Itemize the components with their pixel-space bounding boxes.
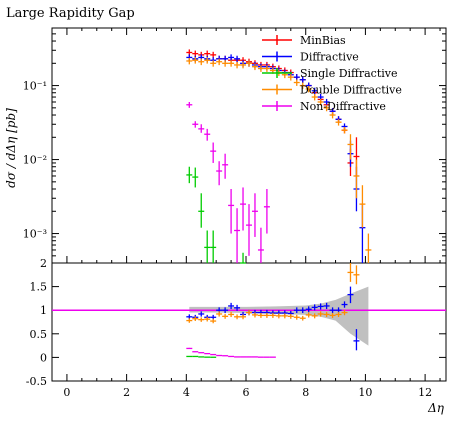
- data-point: [216, 161, 222, 185]
- data-point: [258, 313, 264, 318]
- data-point: [222, 154, 228, 179]
- ratio-series-single-diffractive: [186, 356, 216, 357]
- legend-label: Double Diffractive: [300, 84, 402, 97]
- ratio-axis-ticks: -0.5 0 0.5 1 1.5 2 0 2 4 6 8 10 12: [26, 257, 446, 399]
- data-point: [222, 314, 228, 319]
- y-tick-label: 10⁻²: [23, 154, 47, 167]
- data-point: [210, 230, 216, 263]
- data-point: [246, 204, 252, 256]
- x-tick-label: 0: [63, 386, 70, 399]
- legend-label: MinBias: [300, 34, 346, 47]
- data-point: [336, 119, 342, 125]
- data-point: [198, 352, 204, 353]
- main-axis-ticks: 10⁻¹ 10⁻² 10⁻³: [23, 28, 446, 263]
- data-point: [186, 58, 192, 64]
- legend-item-non-diffractive: Non-Diffractive: [262, 100, 386, 113]
- data-point: [348, 263, 354, 282]
- data-point: [240, 314, 246, 319]
- main-data-points: [186, 49, 371, 263]
- data-point: [264, 189, 270, 234]
- data-point: [234, 208, 240, 263]
- x-tick-label: 2: [123, 386, 130, 399]
- data-point: [210, 60, 216, 66]
- data-point: [198, 317, 204, 322]
- data-point: [204, 129, 210, 141]
- data-point: [192, 168, 198, 188]
- data-point: [240, 187, 246, 230]
- data-point: [210, 319, 216, 323]
- data-point: [186, 348, 192, 349]
- ratio-y-tick-label: 1: [40, 304, 47, 317]
- data-point: [192, 121, 198, 127]
- data-point: [192, 57, 198, 63]
- legend-item-single-diffractive: Single Diffractive: [262, 67, 398, 80]
- legend-label: Diffractive: [300, 51, 359, 64]
- ratio-y-tick-label: 0.5: [30, 328, 48, 341]
- data-point: [222, 60, 228, 66]
- data-point: [216, 59, 222, 65]
- data-point: [252, 193, 258, 237]
- x-tick-label: 8: [302, 386, 309, 399]
- y-axis-label: dσ / dΔη [pb]: [4, 108, 18, 188]
- legend-item-diffractive: Diffractive: [262, 51, 359, 64]
- data-point: [198, 124, 204, 133]
- x-tick-label: 12: [418, 386, 432, 399]
- data-point: [228, 189, 234, 234]
- data-point: [186, 102, 192, 108]
- data-point: [348, 134, 354, 159]
- x-tick-label: 6: [243, 386, 250, 399]
- main-series-non-diffractive: [186, 102, 270, 263]
- data-point: [228, 60, 234, 66]
- x-axis-label: Δη: [427, 401, 445, 415]
- data-point: [204, 230, 210, 263]
- data-point: [186, 318, 192, 322]
- data-point: [294, 79, 300, 85]
- legend-item-double-diffractive: Double Diffractive: [262, 84, 402, 97]
- legend-label: Single Diffractive: [300, 67, 398, 80]
- ratio-y-tick-label: -0.5: [26, 375, 47, 388]
- ratio-series-non-diffractive: [186, 348, 276, 357]
- y-tick-label: 10⁻³: [23, 228, 47, 241]
- data-point: [234, 62, 240, 68]
- data-point: [288, 314, 294, 319]
- ratio-uncertainty-band: [52, 287, 446, 346]
- data-point: [342, 127, 348, 133]
- data-point: [192, 351, 198, 352]
- data-point: [353, 160, 359, 199]
- legend-item-minbias: MinBias: [262, 34, 346, 47]
- data-point: [359, 185, 365, 227]
- ratio-plot-frame: [52, 263, 446, 381]
- data-point: [365, 234, 371, 263]
- legend-label: Non-Diffractive: [300, 100, 386, 113]
- y-tick-label: 10⁻¹: [23, 80, 47, 93]
- legend: MinBias Diffractive Single Diffractive Doub…: [262, 34, 402, 113]
- data-point: [210, 143, 216, 163]
- data-point: [240, 253, 246, 263]
- ratio-y-tick-label: 0: [40, 351, 47, 364]
- data-point: [353, 265, 359, 284]
- data-point: [198, 193, 204, 227]
- ratio-y-tick-label: 2: [40, 257, 47, 270]
- chart-title: Large Rapidity Gap: [6, 6, 135, 21]
- data-point: [300, 316, 306, 321]
- data-point: [258, 228, 264, 263]
- data-point: [234, 314, 240, 319]
- data-point: [204, 57, 210, 63]
- x-tick-label: 4: [183, 386, 190, 399]
- data-point: [234, 56, 240, 62]
- data-point: [186, 167, 192, 183]
- x-tick-label: 10: [358, 386, 372, 399]
- data-point: [294, 315, 300, 320]
- data-point: [198, 59, 204, 65]
- ratio-y-tick-label: 1.5: [30, 281, 48, 294]
